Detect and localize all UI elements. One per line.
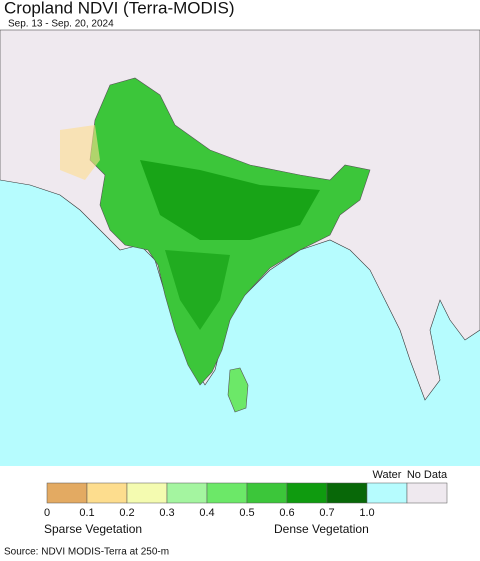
dense-region [140,160,320,240]
legend-swatch [326,482,368,504]
legend-swatch [286,482,328,504]
legend-tick-label: 0.5 [239,507,254,519]
legend-swatch [166,482,208,504]
sri-lanka [227,367,249,413]
legend-tick-label: 0.1 [79,507,94,519]
legend-swatch [126,482,168,504]
legend-swatch [366,482,408,504]
legend-tick-label: 0 [44,507,50,519]
legend-label: Water [373,469,402,481]
legend-swatch [246,482,288,504]
legend-caption: Dense Vegetation [274,522,369,536]
legend-tick-label: 0.3 [159,507,174,519]
source: Source: NDVI MODIS-Terra at 250-m [4,547,169,558]
dense-region [165,250,230,330]
legend-tick-label: 0.6 [279,507,294,519]
legend-swatch [86,482,128,504]
legend-caption: Sparse Vegetation [44,522,142,536]
legend-tick-label: 1.0 [359,507,374,519]
legend-tick-label: 0.7 [319,507,334,519]
sparse-region [60,125,100,180]
legend: Water No Data 0 0.1 0.2 0.3 0.4 0.5 0.6 0.7 1.0 Spa… [44,469,448,536]
legend-tick-label: 0.4 [199,507,214,519]
subtitle: Sep. 13 - Sep. 20, 2024 [8,19,114,30]
map [0,29,480,466]
legend-tick-label: 0.2 [119,507,134,519]
legend-label: No Data [407,469,448,481]
legend-swatch [406,482,448,504]
legend-swatch [206,482,248,504]
title: Cropland NDVI (Terra-MODIS) [4,0,235,17]
legend-swatch [46,482,88,504]
